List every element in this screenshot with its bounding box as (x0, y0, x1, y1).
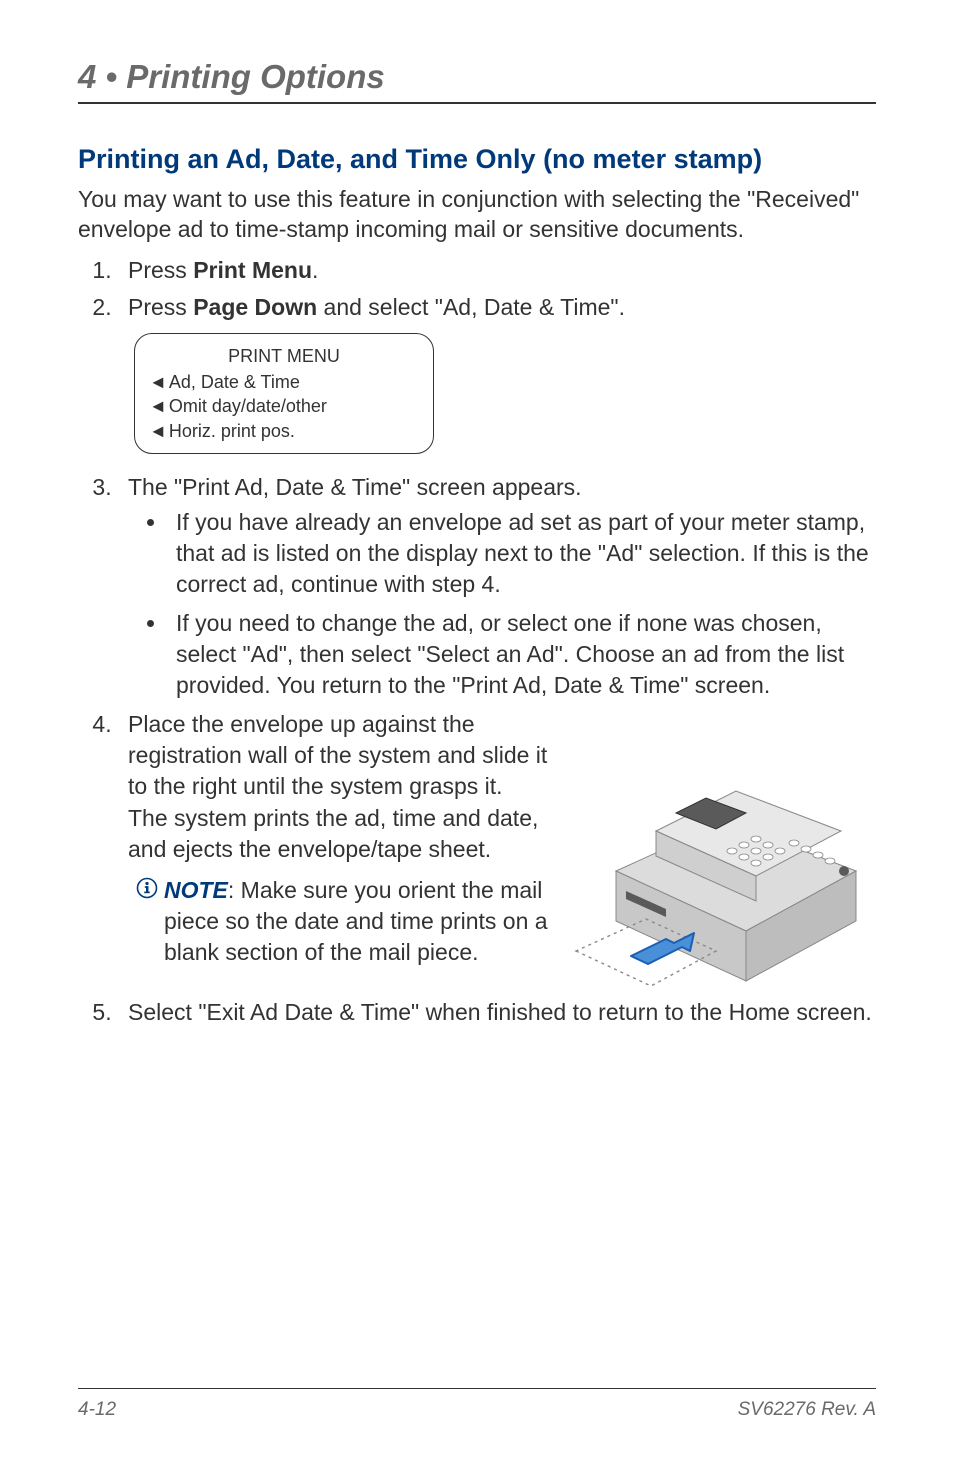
step-1-bold: Print Menu (193, 257, 312, 283)
printer-illustration (566, 701, 876, 991)
page-footer: 4-12 SV62276 Rev. A (78, 1388, 876, 1421)
step-1-pre: Press (128, 257, 193, 283)
step-2-pre: Press (128, 294, 193, 320)
rule-top (78, 102, 876, 104)
step-1: Press Print Menu. (118, 255, 876, 286)
left-triangle-icon: ◄ (149, 370, 167, 394)
step-2-post: and select "Ad, Date & Time". (317, 294, 625, 320)
lcd-row-2-text: Omit day/date/other (169, 394, 327, 418)
step-2-bold: Page Down (193, 294, 317, 320)
doc-revision: SV62276 Rev. A (738, 1399, 876, 1421)
note-label: NOTE (164, 877, 228, 903)
intro-paragraph: You may want to use this feature in conj… (78, 185, 876, 245)
step-5: Select "Exit Ad Date & Time" when finish… (118, 997, 876, 1028)
step-4: Place the envelope up against the regist… (118, 709, 876, 991)
info-icon (136, 877, 158, 899)
rule-bottom (78, 1388, 876, 1389)
left-triangle-icon: ◄ (149, 419, 167, 443)
lcd-row-3-text: Horiz. print pos. (169, 419, 295, 443)
step-3-bullet-2: If you need to change the ad, or select … (168, 608, 876, 701)
lcd-title: PRINT MENU (149, 344, 419, 368)
page-number: 4-12 (78, 1399, 116, 1421)
lcd-row-1-text: Ad, Date & Time (169, 370, 300, 394)
step-4-text: Place the envelope up against the regist… (128, 711, 547, 861)
chapter-title: 4 • Printing Options (78, 58, 876, 96)
lcd-row-2: ◄Omit day/date/other (149, 394, 419, 418)
left-triangle-icon: ◄ (149, 394, 167, 418)
lcd-menu-box: PRINT MENU ◄Ad, Date & Time ◄Omit day/da… (134, 333, 434, 454)
lcd-row-1: ◄Ad, Date & Time (149, 370, 419, 394)
lcd-row-3: ◄Horiz. print pos. (149, 419, 419, 443)
step-3-bullet-1: If you have already an envelope ad set a… (168, 507, 876, 600)
step-1-post: . (312, 257, 318, 283)
note-block: NOTE: Make sure you orient the mail piec… (128, 875, 548, 968)
step-3: The "Print Ad, Date & Time" screen appea… (118, 472, 876, 701)
step-2: Press Page Down and select "Ad, Date & T… (118, 292, 876, 454)
section-heading: Printing an Ad, Date, and Time Only (no … (78, 144, 876, 175)
step-3-text: The "Print Ad, Date & Time" screen appea… (128, 474, 582, 500)
